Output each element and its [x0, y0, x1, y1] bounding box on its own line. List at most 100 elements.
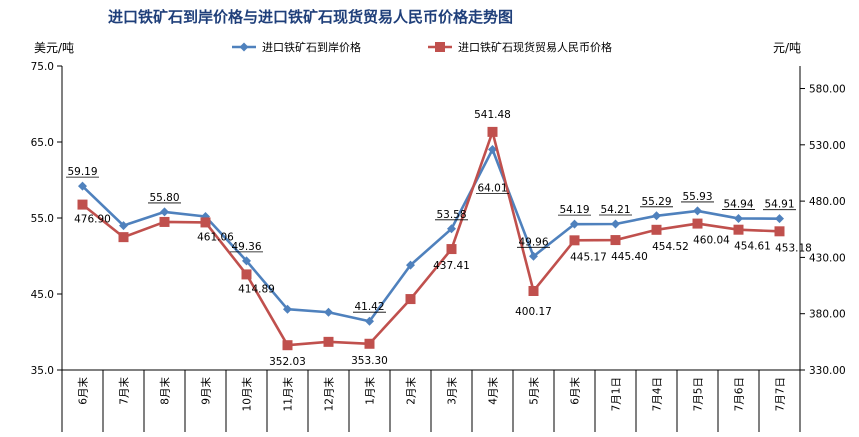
- point-marker: [610, 235, 621, 246]
- data-label: 54.91: [764, 199, 794, 211]
- right-tick-label: 330.00: [809, 365, 846, 377]
- point-marker: [77, 199, 88, 210]
- point-marker: [693, 206, 702, 216]
- right-tick-label: 580.00: [809, 84, 846, 96]
- legend-label: 进口铁矿石现货贸易人民币价格: [458, 40, 612, 54]
- category-label: 6月末: [569, 377, 582, 405]
- left-tick-label: 35.0: [31, 365, 54, 377]
- category-label: 10月末: [241, 377, 254, 412]
- data-label: 460.04: [693, 235, 730, 247]
- right-tick-label: 480.00: [809, 196, 846, 208]
- category-label: 12月末: [323, 377, 336, 412]
- data-label: 454.52: [652, 241, 689, 253]
- left-axis-ticks: 35.0 45.0 55.0 65.0 75.0: [31, 61, 62, 377]
- category-label: 7月末: [118, 377, 131, 405]
- data-label: 454.61: [734, 241, 771, 253]
- data-label: 55.29: [641, 196, 671, 208]
- point-marker: [159, 216, 170, 227]
- category-label: 7月1日: [611, 377, 623, 411]
- category-label: 4月末: [487, 377, 500, 405]
- data-label: 352.03: [269, 356, 306, 368]
- point-marker: [652, 211, 661, 221]
- series-line: [81, 148, 780, 323]
- category-label: 6月末: [77, 377, 90, 405]
- point-marker: [651, 224, 662, 235]
- point-marker: [570, 219, 579, 229]
- point-marker: [569, 235, 580, 246]
- data-label: 64.01: [477, 183, 507, 195]
- data-label: 476.90: [74, 214, 111, 226]
- plot-frame: [61, 66, 801, 432]
- series-layer: [77, 126, 785, 351]
- data-label: 353.30: [351, 355, 388, 367]
- left-tick-label: 75.0: [31, 61, 54, 73]
- left-axis-unit: 美元/吨: [34, 41, 74, 55]
- point-marker: [365, 316, 374, 326]
- point-marker: [611, 219, 620, 229]
- left-tick-label: 45.0: [31, 289, 54, 301]
- point-marker: [529, 251, 538, 261]
- right-tick-label: 380.00: [809, 309, 846, 321]
- category-label: 9月末: [200, 377, 213, 405]
- legend: 进口铁矿石到岸价格 进口铁矿石现货贸易人民币价格: [232, 40, 612, 54]
- point-marker: [446, 244, 457, 255]
- category-label: 11月末: [282, 377, 295, 412]
- data-label: 453.18: [775, 242, 812, 254]
- series-line: [81, 130, 780, 347]
- point-marker: [323, 336, 334, 347]
- point-marker: [241, 269, 252, 280]
- legend-marker: [239, 42, 249, 52]
- point-marker: [78, 181, 87, 191]
- data-label: 41.42: [354, 301, 384, 313]
- right-axis-unit: 元/吨: [773, 41, 801, 55]
- right-axis-ticks: 330.00 380.00 430.00 480.00 530.00 580.00: [800, 84, 846, 377]
- data-label: 53.58: [436, 209, 466, 221]
- point-marker: [692, 218, 703, 229]
- data-label: 55.80: [149, 192, 179, 204]
- data-label: 55.93: [682, 191, 712, 203]
- left-tick-label: 65.0: [31, 137, 54, 149]
- left-tick-label: 55.0: [31, 213, 54, 225]
- data-label: 59.19: [67, 166, 97, 178]
- point-marker: [733, 224, 744, 235]
- legend-marker: [435, 42, 445, 52]
- point-marker: [364, 338, 375, 349]
- point-marker: [734, 213, 743, 223]
- chart-title: 进口铁矿石到岸价格与进口铁矿石现货贸易人民币价格走势图: [108, 8, 513, 26]
- category-label: 7月6日: [734, 377, 746, 411]
- data-label: 445.17: [570, 251, 607, 263]
- data-label: 541.48: [474, 109, 511, 121]
- point-marker: [282, 340, 293, 351]
- data-label: 461.06: [197, 231, 234, 243]
- point-marker: [200, 217, 211, 228]
- point-marker: [406, 260, 415, 270]
- data-label: 414.89: [238, 283, 275, 295]
- data-label: 400.17: [515, 306, 552, 318]
- category-label: 1月末: [364, 377, 377, 405]
- point-marker: [119, 221, 128, 231]
- category-label: 7月7日: [775, 377, 787, 411]
- point-marker: [324, 307, 333, 317]
- data-label: 54.19: [559, 204, 589, 216]
- right-tick-label: 430.00: [809, 252, 846, 264]
- category-label: 8月末: [159, 377, 172, 405]
- data-label: 437.41: [433, 260, 470, 272]
- category-label: 5月末: [528, 377, 541, 405]
- point-marker: [528, 285, 539, 296]
- data-labels: 59.19 55.80 49.36 41.42 53.58 64.01 49.96 54.19…: [66, 109, 812, 368]
- category-label: 2月末: [405, 377, 418, 405]
- point-marker: [118, 232, 129, 243]
- point-marker: [774, 226, 785, 237]
- data-label: 49.36: [231, 241, 261, 253]
- point-marker: [775, 214, 784, 224]
- category-label: 3月末: [446, 377, 459, 405]
- data-label: 49.96: [518, 236, 548, 248]
- point-marker: [160, 207, 169, 217]
- point-marker: [283, 304, 292, 314]
- point-marker: [488, 145, 497, 155]
- data-label: 445.40: [611, 251, 648, 263]
- category-label: 7月5日: [693, 377, 705, 411]
- data-label: 54.21: [600, 204, 630, 216]
